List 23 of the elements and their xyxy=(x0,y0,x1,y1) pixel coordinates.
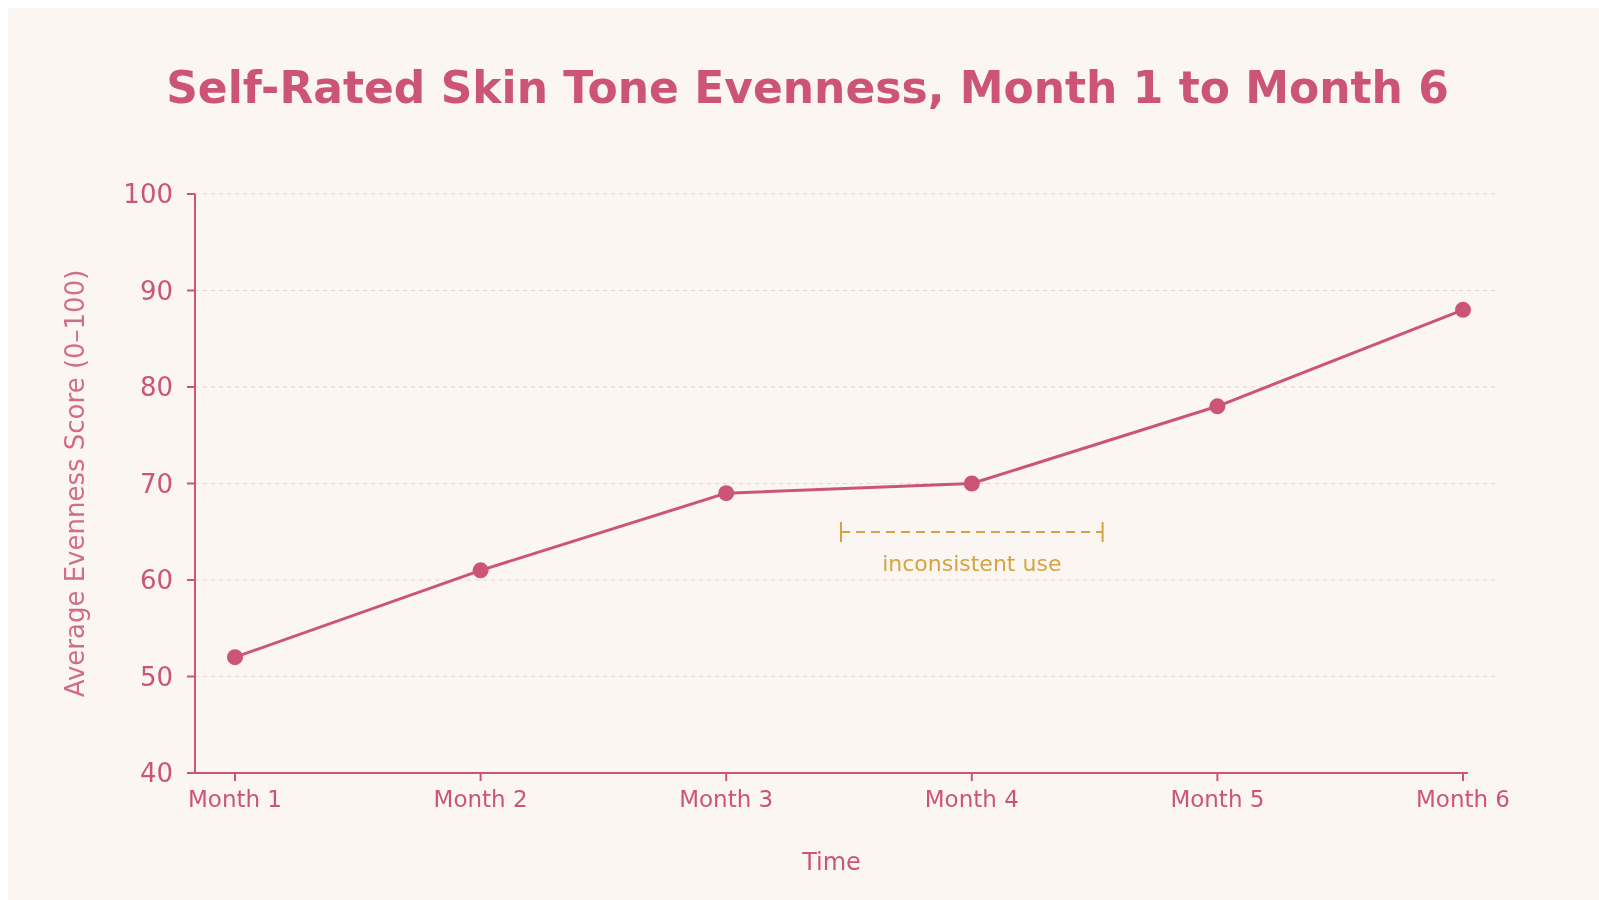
y-tick-label: 50 xyxy=(139,661,173,692)
y-tick-label: 80 xyxy=(139,372,173,403)
y-tick-label: 40 xyxy=(139,758,173,789)
x-tick-label: Month 3 xyxy=(679,786,774,812)
x-tick-label: Month 5 xyxy=(1170,786,1265,812)
x-tick-label: Month 4 xyxy=(924,786,1019,812)
y-tick-label: 70 xyxy=(139,468,173,499)
point xyxy=(963,475,980,492)
point xyxy=(1455,301,1471,318)
point xyxy=(227,649,243,666)
y-axis-title: Average Evenness Score (0–100) xyxy=(60,269,90,698)
annotation: inconsistent use xyxy=(882,551,1062,576)
x-tick-label: Month 1 xyxy=(187,786,283,812)
point xyxy=(472,562,489,579)
y-tick-label: 90 xyxy=(139,275,173,306)
x-axis-title: Time xyxy=(801,848,861,876)
point xyxy=(1209,398,1226,415)
chart-title: Self-Rated Skin Tone Evenness, Month 1 to Month 6 xyxy=(166,62,1449,113)
y-tick-label: 60 xyxy=(139,565,173,596)
x-tick-label: Month 2 xyxy=(433,786,528,812)
point xyxy=(718,485,735,502)
y-tick-label: 100 xyxy=(123,179,173,210)
x-tick-label: Month 6 xyxy=(1415,786,1511,812)
